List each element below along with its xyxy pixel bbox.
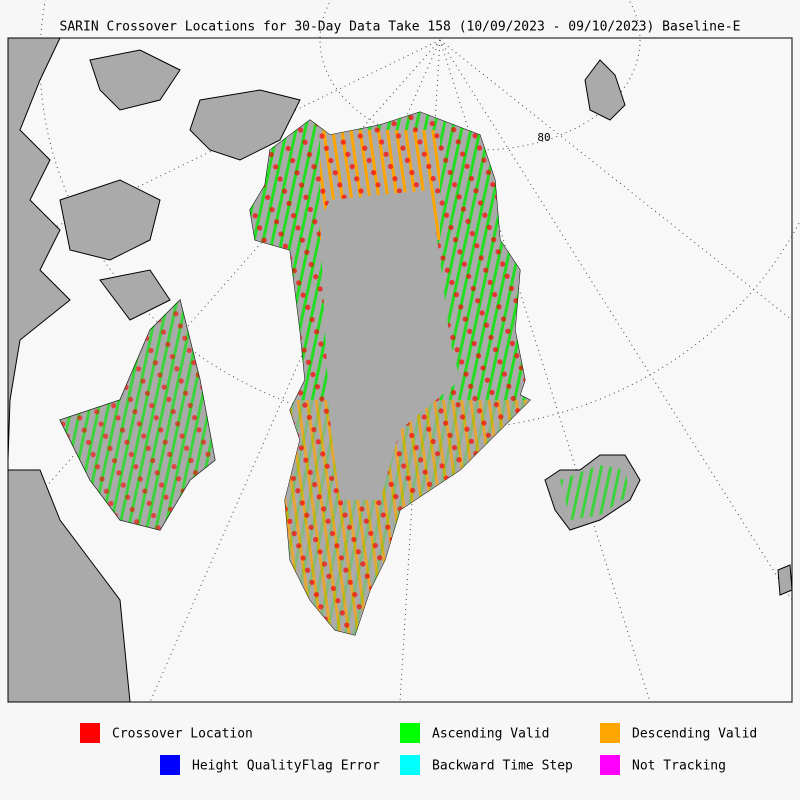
- latitude-label: 80: [537, 131, 550, 144]
- legend-label: Descending Valid: [632, 727, 757, 742]
- legend-swatch: [400, 755, 420, 775]
- legend: Crossover Location Ascending Valid Descend…: [80, 723, 757, 775]
- legend-label: Backward Time Step: [432, 759, 573, 774]
- legend-swatch: [400, 723, 420, 743]
- map: 80: [7, 0, 800, 703]
- graticule: [7, 0, 800, 703]
- legend-swatch: [80, 723, 100, 743]
- legend-label: Ascending Valid: [432, 727, 549, 742]
- legend-label: Height QualityFlag Error: [192, 759, 380, 774]
- legend-label: Not Tracking: [632, 759, 726, 774]
- title: SARIN Crossover Locations for 30-Day Dat…: [60, 20, 741, 35]
- legend-swatch: [600, 723, 620, 743]
- legend-swatch: [600, 755, 620, 775]
- legend-swatch: [160, 755, 180, 775]
- legend-label: Crossover Location: [112, 727, 253, 742]
